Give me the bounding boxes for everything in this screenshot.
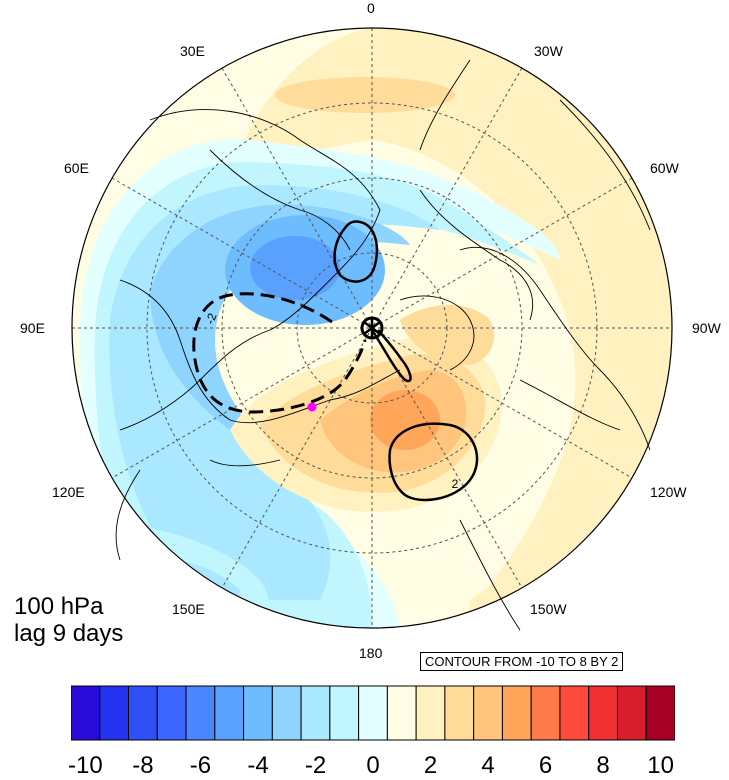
shaded-anomaly-field bbox=[72, 28, 672, 628]
panel-annotation: 100 hPa lag 9 days bbox=[14, 593, 123, 647]
colorbar-swatch bbox=[588, 685, 618, 741]
contour-info-box: CONTOUR FROM -10 TO 8 BY 2 bbox=[420, 652, 624, 671]
colorbar-tick-label: -2 bbox=[304, 752, 327, 779]
colorbar-swatch bbox=[645, 685, 675, 741]
colorbar-tick-label: 8 bbox=[596, 752, 610, 779]
positive-contour-center bbox=[370, 329, 412, 383]
negative-contour bbox=[192, 292, 367, 414]
pressure-level: 100 hPa bbox=[14, 593, 104, 620]
colorbar-tick-label: -6 bbox=[189, 752, 212, 779]
colorbar-swatch bbox=[386, 685, 417, 741]
contour-label-positive: 2 bbox=[452, 477, 459, 491]
positive-contour-south bbox=[388, 422, 479, 502]
lag-label: lag 9 days bbox=[14, 620, 124, 647]
colorbar-tick-label: -8 bbox=[132, 752, 154, 779]
colorbar-tick-label: 2 bbox=[423, 752, 438, 779]
colorbar-tick-label: 4 bbox=[481, 752, 495, 779]
polar-stereographic-map: -2 2 bbox=[71, 27, 673, 631]
contour-lines bbox=[192, 220, 479, 502]
lon-label-120e: 120E bbox=[52, 484, 85, 500]
map-border bbox=[71, 27, 673, 629]
colorbar-tick-label: -4 bbox=[247, 752, 269, 779]
colorbar-swatch bbox=[415, 685, 446, 741]
colorbar-swatch bbox=[214, 685, 245, 741]
colorbar-swatch bbox=[99, 685, 130, 741]
location-marker bbox=[307, 402, 317, 412]
lon-label-90w: 90W bbox=[692, 320, 721, 336]
colorbar-tick-label: -10 bbox=[68, 752, 103, 779]
colorbar-tick-label: 0 bbox=[366, 752, 380, 779]
contour-label-negative: -2 bbox=[203, 311, 220, 326]
colorbar-swatch bbox=[271, 685, 302, 741]
colorbar-swatch bbox=[329, 685, 360, 741]
lon-label-180: 180 bbox=[359, 645, 383, 661]
positive-contour-north bbox=[333, 220, 379, 283]
lon-label-120w: 120W bbox=[650, 484, 687, 500]
colorbar-swatch bbox=[243, 685, 273, 741]
colorbar-swatch bbox=[616, 685, 647, 741]
colorbar-swatch bbox=[185, 685, 216, 741]
lon-label-90e: 90E bbox=[20, 320, 45, 336]
lon-label-0: 0 bbox=[367, 0, 375, 16]
colorbar-swatch bbox=[473, 685, 503, 741]
colorbar-swatch bbox=[156, 685, 187, 741]
colorbar-tick-label: 10 bbox=[647, 752, 674, 779]
colorbar-swatch bbox=[444, 685, 475, 741]
lon-label-60w: 60W bbox=[650, 160, 679, 176]
lon-label-150e: 150E bbox=[172, 601, 205, 617]
colorbar-swatch bbox=[358, 685, 388, 741]
colorbar-swatch bbox=[300, 685, 331, 741]
colorbar-swatch bbox=[71, 685, 101, 741]
colorbar-swatch bbox=[128, 685, 158, 741]
lon-label-30e: 30E bbox=[180, 43, 205, 59]
lon-label-30w: 30W bbox=[534, 43, 563, 59]
lon-label-150w: 150W bbox=[530, 601, 567, 617]
colorbar-swatch bbox=[559, 685, 590, 741]
colorbar bbox=[71, 685, 675, 741]
lon-label-60e: 60E bbox=[64, 160, 89, 176]
colorbar-swatch bbox=[530, 685, 561, 741]
colorbar-swatch bbox=[501, 685, 532, 741]
colorbar-tick-label: 6 bbox=[538, 752, 553, 779]
